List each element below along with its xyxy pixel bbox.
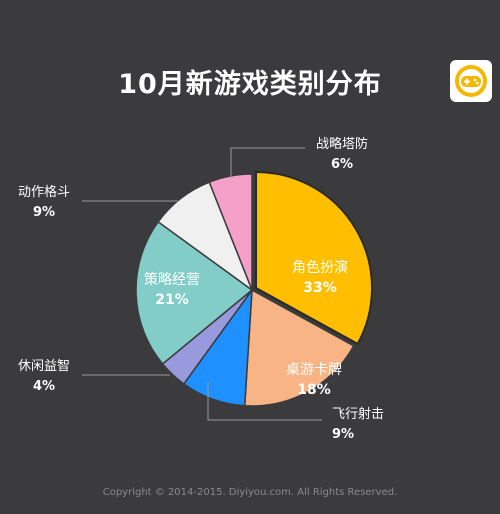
pie-slice: [255, 170, 373, 346]
gamepad-icon: [455, 65, 487, 97]
pie-slice: [243, 288, 355, 407]
slice-value-label: 21%: [155, 292, 189, 308]
slice-label: 策略经营: [144, 271, 200, 288]
slice-value-label: 9%: [332, 427, 354, 442]
pie-slice: [135, 220, 254, 365]
copyright-footer: Copyright © 2014-2015. Diyiyou.com. All …: [102, 487, 398, 498]
leader-line: [230, 147, 305, 178]
slice-value-label: 4%: [33, 379, 55, 394]
slice-value-label: 9%: [33, 205, 55, 220]
slice-label: 桌游卡牌: [286, 361, 342, 378]
slice-value-label: 33%: [303, 280, 337, 296]
slice-value-label: 18%: [297, 382, 331, 398]
slice-label: 休闲益智: [18, 359, 70, 374]
slice-label: 战略塔防: [316, 136, 368, 152]
slice-label: 动作格斗: [18, 184, 70, 200]
slice-value-label: 6%: [331, 157, 353, 172]
logo: [450, 60, 492, 102]
slice-label: 飞行射击: [332, 406, 384, 422]
pie-slice: [208, 173, 253, 291]
chart-title: 10月新游戏类别分布: [118, 69, 382, 100]
leader-line: [207, 382, 322, 421]
slice-label: 角色扮演: [292, 259, 348, 276]
